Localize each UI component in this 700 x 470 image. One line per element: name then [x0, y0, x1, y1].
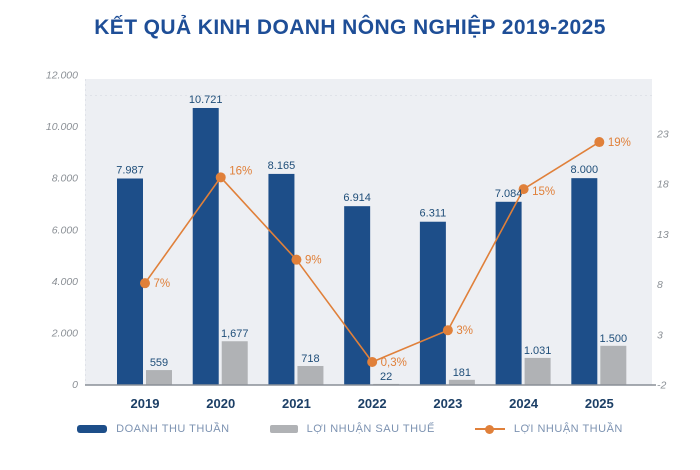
bar-revenue-2025: [571, 178, 598, 385]
left-axis-tick: 6.000: [52, 224, 78, 236]
revenue-value-label: 8.165: [268, 160, 296, 172]
right-axis-tick: -2: [657, 380, 666, 392]
profit-value-label: 181: [453, 367, 471, 379]
legend-label-profit: LỢI NHUẬN SAU THUẾ: [306, 423, 435, 435]
bar-profit-2025: [600, 345, 627, 385]
bar-revenue-2022: [344, 206, 371, 385]
revenue-swatch-icon: [77, 425, 108, 433]
year-label-2019: 2019: [131, 396, 160, 411]
left-axis-tick: 2.000: [51, 327, 78, 339]
year-label-2020: 2020: [206, 396, 235, 411]
profit-value-label: 1.031: [524, 345, 552, 357]
year-label-2023: 2023: [433, 396, 462, 411]
revenue-value-label: 7.084: [495, 188, 523, 200]
bar-profit-2023: [448, 379, 475, 385]
right-axis-tick: 3: [657, 329, 663, 341]
right-axis-tick: 8: [657, 279, 663, 291]
left-axis-tick: 0: [72, 379, 78, 391]
year-label-2021: 2021: [282, 396, 311, 411]
bar-revenue-2019: [117, 178, 143, 385]
right-axis-tick: 18: [657, 179, 669, 191]
bar-profit-2021: [297, 365, 324, 385]
legend-item-profit: LỢI NHUẬN SAU THUẾ: [269, 423, 435, 435]
revenue-value-label: 8.000: [571, 164, 599, 176]
profit-swatch-icon: [269, 425, 298, 433]
year-label-2024: 2024: [509, 396, 539, 411]
legend-item-revenue: DOANH THU THUẦN: [77, 423, 229, 435]
margin-percent-label: 0,3%: [381, 357, 407, 369]
line-point-2024: [518, 184, 529, 195]
line-point-2020: [215, 172, 226, 183]
profit-value-label: 1,677: [221, 328, 249, 340]
margin-percent-label: 15%: [532, 186, 555, 198]
legend-label-margin: LỢI NHUẬN THUẦN: [513, 423, 623, 435]
margin-percent-label: 7%: [154, 278, 171, 290]
line-point-2025: [594, 137, 605, 148]
bar-revenue-2021: [268, 173, 295, 385]
revenue-value-label: 6.914: [343, 192, 371, 204]
margin-percent-label: 9%: [305, 255, 322, 267]
profit-value-label: 22: [380, 371, 392, 383]
profit-value-label: 718: [301, 353, 319, 365]
line-point-2022: [367, 356, 378, 367]
left-axis-tick: 4.000: [52, 276, 78, 288]
left-axis-tick: 10.000: [46, 121, 78, 133]
revenue-value-label: 7.987: [116, 165, 144, 177]
bar-revenue-2024: [495, 201, 522, 385]
right-axis-tick: 23: [656, 129, 669, 141]
profit-value-label: 1.500: [600, 333, 628, 345]
bar-profit-2019: [146, 370, 172, 385]
left-axis-tick: 12.000: [46, 70, 78, 82]
margin-dot-icon: [484, 424, 494, 434]
bar-revenue-2020: [192, 107, 219, 385]
chart-title: KẾT QUẢ KINH DOANH NÔNG NGHIỆP 2019-2025: [94, 16, 606, 39]
revenue-value-label: 10.721: [189, 94, 223, 106]
revenue-value-label: 6.311: [420, 208, 447, 220]
margin-line-icon: [474, 424, 505, 434]
right-axis-tick: 13: [657, 229, 669, 241]
left-axis-tick: 8.000: [52, 173, 78, 185]
margin-percent-label: 19%: [608, 137, 631, 149]
bar-profit-2024: [524, 357, 551, 385]
line-point-2023: [442, 325, 453, 336]
year-label-2025: 2025: [585, 396, 614, 411]
profit-value-label: 559: [150, 357, 168, 369]
chart-legend: DOANH THU THUẦN LỢI NHUẬN SAU THUẾ LỢI N…: [0, 423, 700, 435]
year-label-2022: 2022: [358, 396, 387, 411]
margin-percent-label: 3%: [456, 325, 473, 337]
margin-percent-label: 16%: [229, 165, 252, 177]
bar-revenue-2023: [419, 221, 446, 385]
legend-label-revenue: DOANH THU THUẦN: [116, 423, 230, 435]
line-point-2021: [291, 254, 302, 265]
bar-profit-2020: [221, 341, 248, 385]
line-point-2019: [140, 278, 150, 289]
legend-item-margin: LỢI NHUẬN THUẦN: [474, 423, 623, 435]
